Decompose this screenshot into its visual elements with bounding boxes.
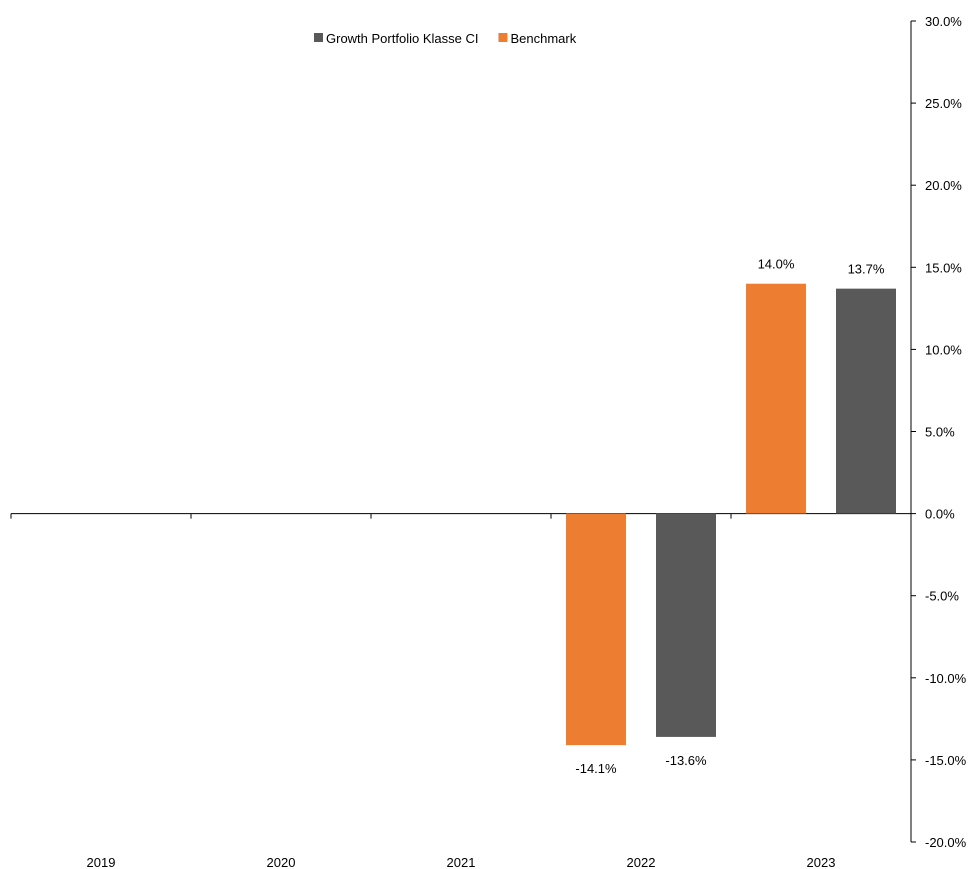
data-labels: -14.1% -13.6% 14.0% 13.7% <box>575 257 884 776</box>
bar <box>836 288 896 514</box>
y-tick-label: -10.0% <box>925 671 967 686</box>
y-tick-label: 20.0% <box>925 178 962 193</box>
legend-swatch <box>314 33 323 42</box>
x-tick-label: 2021 <box>447 855 476 869</box>
x-tick-label: 2022 <box>627 855 656 869</box>
y-tick-label: -20.0% <box>925 835 967 850</box>
data-label: -13.6% <box>665 753 707 768</box>
legend-swatch <box>498 33 508 42</box>
x-axis: 2019 2020 2021 2022 2023 <box>10 513 912 869</box>
data-label: -14.1% <box>575 761 617 776</box>
y-tick-label: 25.0% <box>925 96 962 111</box>
y-tick-label: -15.0% <box>925 753 967 768</box>
y-tick-label: 10.0% <box>925 342 962 357</box>
x-tick-label: 2023 <box>807 855 836 869</box>
x-tick-label: 2019 <box>87 855 116 869</box>
y-tick-label: 0.0% <box>925 507 955 522</box>
bar <box>656 513 716 737</box>
bars <box>566 283 896 746</box>
x-tick-label: 2020 <box>267 855 296 869</box>
legend-item-label: Benchmark <box>510 31 576 46</box>
bar <box>746 283 806 514</box>
y-tick-label: -5.0% <box>925 589 959 604</box>
data-label: 14.0% <box>758 257 795 272</box>
y-tick-label: 15.0% <box>925 260 962 275</box>
y-tick-label: 30.0% <box>925 14 962 29</box>
y-tick-label: 5.0% <box>925 425 955 440</box>
data-label: 13.7% <box>848 262 885 277</box>
y-axis: 30.0% 25.0% 20.0% 15.0% 10.0% 5.0% 0.0% -5.0% -1… <box>910 14 967 850</box>
chart-legend: Growth Portfolio Klasse CI Benchmark <box>314 31 577 46</box>
bar <box>566 513 626 746</box>
legend-item-label: Growth Portfolio Klasse CI <box>326 31 478 46</box>
